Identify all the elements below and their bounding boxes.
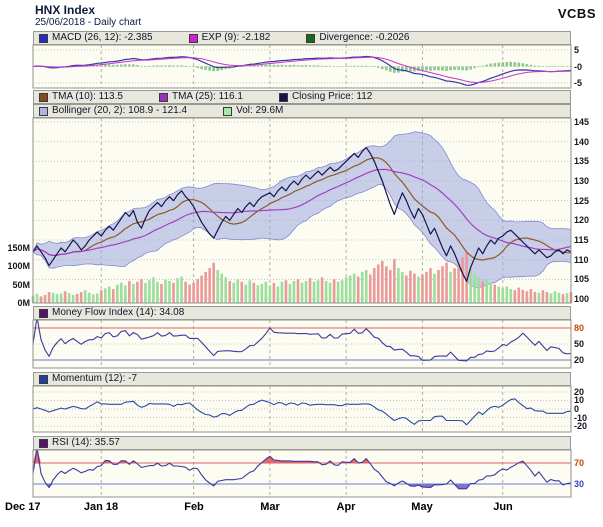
legend-label: Closing Price: 112	[291, 91, 373, 102]
legend-swatch	[188, 33, 198, 43]
x-axis-label: Mar	[260, 501, 280, 513]
axis-tick-label: 125	[574, 196, 590, 206]
legend-label: TMA (10): 113.5	[52, 91, 123, 102]
legend-item: Money Flow Index (14): 34.08	[39, 307, 184, 319]
x-axis-label: Apr	[336, 501, 356, 513]
legend-label: Bollinger (20, 2): 108.9 - 121.4	[52, 105, 188, 116]
legend-item: RSI (14): 35.57	[39, 437, 120, 449]
legend-swatch	[223, 106, 233, 116]
axis-tick-label: 50	[574, 339, 585, 349]
axis-tick-label: 10	[574, 395, 585, 405]
axis-tick-label: 50M	[12, 280, 30, 290]
axis-tick-label: 20	[574, 355, 585, 365]
legend-label: Momentum (12): -7	[52, 373, 138, 384]
axis-tick-label: 145	[574, 117, 590, 127]
axis-tick-label: 135	[574, 156, 590, 166]
legend-swatch	[158, 92, 168, 102]
legend-swatch	[39, 438, 48, 448]
axis-tick-label: 130	[574, 176, 590, 186]
legend-swatch	[39, 92, 48, 102]
legend-swatch	[306, 33, 316, 43]
x-axis-label: Jun	[493, 501, 513, 513]
legend-swatch	[278, 92, 288, 102]
legend-label: Vol: 29.6M	[236, 105, 284, 116]
mfi-legend: Money Flow Index (14): 34.08	[33, 306, 571, 320]
legend-item: Divergence: -0.2026	[306, 32, 409, 44]
axis-tick-label: 0M	[17, 298, 30, 308]
legend-swatch	[39, 374, 48, 384]
legend-label: MACD (26, 12): -2.385	[52, 32, 153, 43]
axis-tick-label: -5	[574, 78, 583, 88]
legend-label: Money Flow Index (14): 34.08	[52, 307, 185, 318]
legend-item: TMA (10): 113.5	[39, 91, 123, 103]
legend-item: TMA (25): 116.1	[158, 91, 243, 103]
axis-tick-label: 110	[574, 255, 589, 265]
axis-tick-label: 140	[574, 137, 590, 147]
macd-legend: MACD (26, 12): -2.385 EXP (9): -2.182 Dive…	[33, 31, 571, 45]
legend-item: Vol: 29.6M	[223, 105, 283, 117]
x-axis-label: Jan 18	[83, 501, 119, 513]
rsi-legend: RSI (14): 35.57	[33, 436, 571, 450]
legend-item: Bollinger (20, 2): 108.9 - 121.4	[39, 105, 187, 117]
axis-tick-label: -0	[574, 62, 583, 72]
axis-tick-label: 0	[574, 404, 580, 414]
axis-tick-label: 80	[574, 323, 585, 333]
legend-label: TMA (25): 116.1	[171, 91, 243, 102]
axis-tick-label: 100M	[7, 261, 30, 271]
x-axis-label: Dec 17	[5, 501, 41, 513]
axis-tick-label: 120	[574, 215, 590, 225]
axis-tick-label: 20	[574, 387, 585, 397]
legend-label: RSI (14): 35.57	[52, 437, 120, 448]
axis-tick-label: 150M	[7, 243, 30, 253]
axis-tick-label: 5	[574, 45, 580, 55]
chart-subtitle: 25/06/2018 - Daily chart	[35, 17, 142, 28]
momentum-legend: Momentum (12): -7	[33, 372, 571, 386]
legend-swatch	[39, 106, 48, 116]
axis-tick-label: 30	[574, 479, 585, 489]
axis-tick-label: -20	[574, 421, 588, 431]
axis-tick-label: 100	[574, 294, 590, 304]
axis-tick-label: 105	[574, 274, 590, 284]
legend-swatch	[39, 33, 48, 43]
brand-logo: VCBS	[557, 6, 596, 21]
legend-label: Divergence: -0.2026	[319, 32, 410, 43]
price-legend-row2: Bollinger (20, 2): 108.9 - 121.4 Vol: 29.…	[33, 104, 571, 118]
legend-swatch	[39, 308, 48, 318]
page-title: HNX Index	[35, 3, 96, 17]
legend-item: EXP (9): -2.182	[188, 32, 271, 44]
legend-label: EXP (9): -2.182	[201, 32, 271, 43]
axis-tick-label: 115	[574, 235, 589, 245]
axis-tick-label: 70	[574, 458, 585, 468]
x-axis-label: Feb	[184, 501, 204, 513]
axis-tick-label: -10	[574, 413, 588, 423]
legend-item: Closing Price: 112	[278, 91, 373, 103]
price-legend-row1: TMA (10): 113.5 TMA (25): 116.1 Closing Pr…	[33, 90, 571, 104]
legend-item: MACD (26, 12): -2.385	[39, 32, 153, 44]
x-axis-label: May	[411, 501, 433, 513]
legend-item: Momentum (12): -7	[39, 373, 137, 385]
